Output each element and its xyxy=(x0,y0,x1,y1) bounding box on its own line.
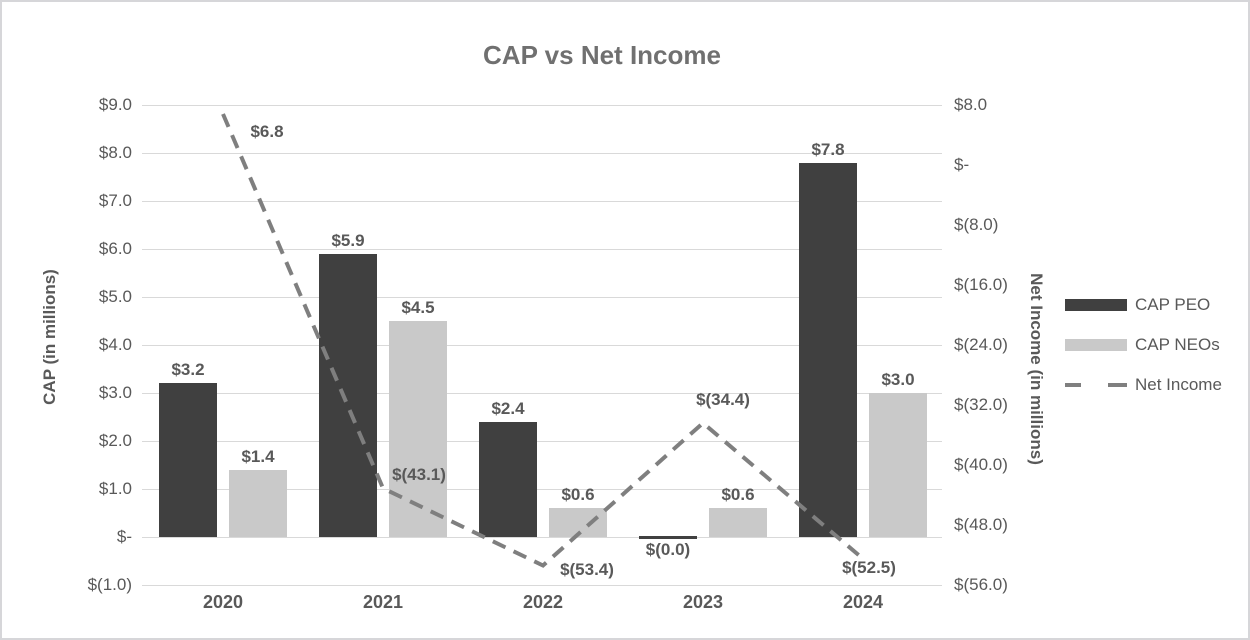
bar-data-label-cap-peo: $2.4 xyxy=(491,398,525,418)
bar-cap-peo[interactable] xyxy=(319,253,377,537)
category-label: 2022 xyxy=(522,592,564,612)
category-label: 2021 xyxy=(362,592,404,612)
category-label: 2023 xyxy=(682,592,724,612)
bar-data-label-cap-peo: $7.8 xyxy=(811,139,845,159)
legend-item-cap-peo[interactable]: CAP PEO xyxy=(1065,295,1222,314)
gridline xyxy=(142,536,942,538)
gridline xyxy=(142,200,942,202)
line-data-label-net-income: $(53.4) xyxy=(560,559,614,579)
legend: CAP PEO CAP NEOs Net Income xyxy=(1065,295,1222,394)
left-axis-tick: $2.0 xyxy=(98,431,132,450)
legend-label-cap-peo: CAP PEO xyxy=(1135,295,1211,314)
bar-cap-peo[interactable] xyxy=(159,383,217,537)
gridline xyxy=(142,488,942,490)
line-data-label-net-income: $(34.4) xyxy=(696,390,750,409)
bar-data-label-cap-neos: $3.0 xyxy=(881,370,915,389)
right-axis-tick: $- xyxy=(954,155,970,174)
left-axis-tick: $4.0 xyxy=(98,335,132,354)
bar-data-label-cap-peo: $5.9 xyxy=(331,230,365,250)
bar-data-label-cap-neos: $1.4 xyxy=(241,446,275,466)
bar-data-label-cap-peo: $3.2 xyxy=(171,360,205,380)
right-axis-tick: $(8.0) xyxy=(954,215,999,234)
left-axis-tick: $8.0 xyxy=(98,143,132,162)
bar-cap-peo[interactable] xyxy=(479,421,537,537)
gridline xyxy=(142,248,942,250)
right-axis-tick: $(48.0) xyxy=(954,515,1008,534)
left-axis-tick: $1.0 xyxy=(98,479,132,498)
legend-item-net-income[interactable]: Net Income xyxy=(1065,375,1222,394)
gridline xyxy=(142,152,942,154)
bar-cap-peo[interactable] xyxy=(639,536,697,539)
line-data-label-net-income: $6.8 xyxy=(250,122,284,141)
category-label: 2024 xyxy=(842,592,884,612)
bar-cap-neos[interactable] xyxy=(389,321,447,537)
legend-label-cap-neos: CAP NEOs xyxy=(1135,335,1220,354)
left-axis-tick: $(1.0) xyxy=(87,575,132,594)
left-axis-tick: $6.0 xyxy=(98,239,132,258)
cap-peo-swatch-icon xyxy=(1065,299,1127,311)
net-income-line-path[interactable] xyxy=(221,113,865,568)
gridline xyxy=(142,344,942,346)
bar-cap-neos[interactable] xyxy=(869,393,927,537)
legend-item-cap-neos[interactable]: CAP NEOs xyxy=(1065,335,1222,354)
cap-neos-swatch-icon xyxy=(1065,339,1127,351)
gridline xyxy=(142,392,942,394)
net-income-dash-icon xyxy=(1065,383,1127,387)
left-axis-tick: $7.0 xyxy=(98,191,132,210)
right-axis-tick: $(32.0) xyxy=(954,395,1008,414)
legend-label-net-income: Net Income xyxy=(1135,375,1222,394)
right-axis-tick: $(56.0) xyxy=(954,575,1008,594)
bar-cap-peo[interactable] xyxy=(799,162,857,537)
bar-cap-neos[interactable] xyxy=(229,469,287,537)
left-axis-tick: $- xyxy=(116,527,132,546)
gridline xyxy=(142,296,942,298)
left-axis-tick: $3.0 xyxy=(98,383,132,402)
right-axis-tick: $(40.0) xyxy=(954,455,1008,474)
left-axis-tick: $9.0 xyxy=(98,95,132,114)
line-data-label-net-income: $(43.1) xyxy=(392,465,446,485)
category-label: 2020 xyxy=(202,592,244,612)
bar-cap-neos[interactable] xyxy=(709,508,767,537)
right-axis-tick: $(16.0) xyxy=(954,275,1008,294)
gridline xyxy=(142,440,942,442)
bar-data-label-cap-peo: $(0.0) xyxy=(645,540,691,559)
left-axis-tick: $5.0 xyxy=(98,287,132,306)
right-axis-tick: $8.0 xyxy=(954,95,988,114)
bar-data-label-cap-neos: $4.5 xyxy=(401,298,435,317)
bar-data-label-cap-neos: $0.6 xyxy=(721,485,755,505)
line-data-label-net-income: $(52.5) xyxy=(842,557,896,577)
chart-title: CAP vs Net Income xyxy=(483,40,721,70)
gridline xyxy=(142,104,942,106)
gridline xyxy=(142,584,942,586)
right-axis-tick: $(24.0) xyxy=(954,335,1008,354)
bar-data-label-cap-neos: $0.6 xyxy=(561,485,595,505)
